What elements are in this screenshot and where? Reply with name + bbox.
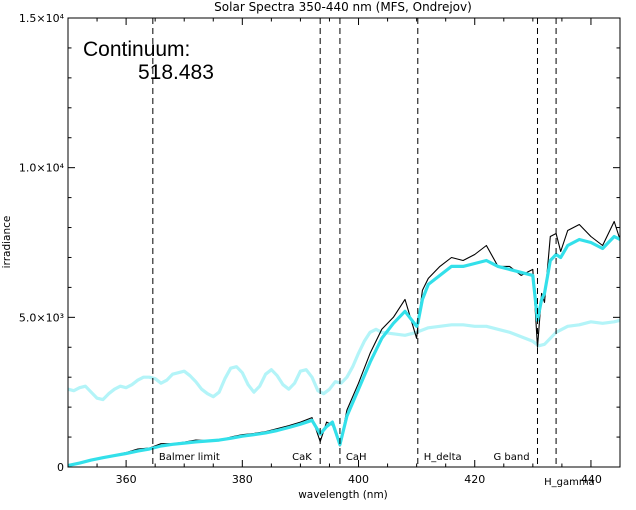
- marker-label: H_gamma: [544, 477, 595, 488]
- series-line-2: [68, 234, 620, 467]
- x-axis-label: wavelength (nm): [298, 489, 388, 501]
- marker-label: Balmer limit: [159, 452, 220, 463]
- series-line-3: [68, 318, 620, 402]
- marker-label: G band: [493, 452, 529, 463]
- chart-title: Solar Spectra 350-440 nm (MFS, Ondrejov): [214, 0, 472, 14]
- x-tick-label: 380: [232, 473, 253, 486]
- marker-label: CaH: [346, 452, 367, 463]
- y-tick-label: 1.5×10⁴: [19, 12, 65, 25]
- x-tick-label: 440: [581, 473, 602, 486]
- x-tick-label: 360: [116, 473, 137, 486]
- x-tick-label: 420: [464, 473, 485, 486]
- continuum-label: Continuum:: [83, 38, 190, 61]
- y-axis-label: irradiance: [1, 216, 13, 269]
- continuum-value: 518.483: [138, 61, 214, 84]
- marker-label: H_delta: [424, 452, 462, 463]
- y-tick-label: 0: [57, 461, 64, 474]
- y-tick-label: 5.0×10³: [19, 311, 64, 324]
- marker-label: CaK: [292, 452, 312, 463]
- y-tick-label: 1.0×10⁴: [19, 162, 65, 175]
- plot-frame: [67, 17, 621, 468]
- x-tick-label: 400: [348, 473, 369, 486]
